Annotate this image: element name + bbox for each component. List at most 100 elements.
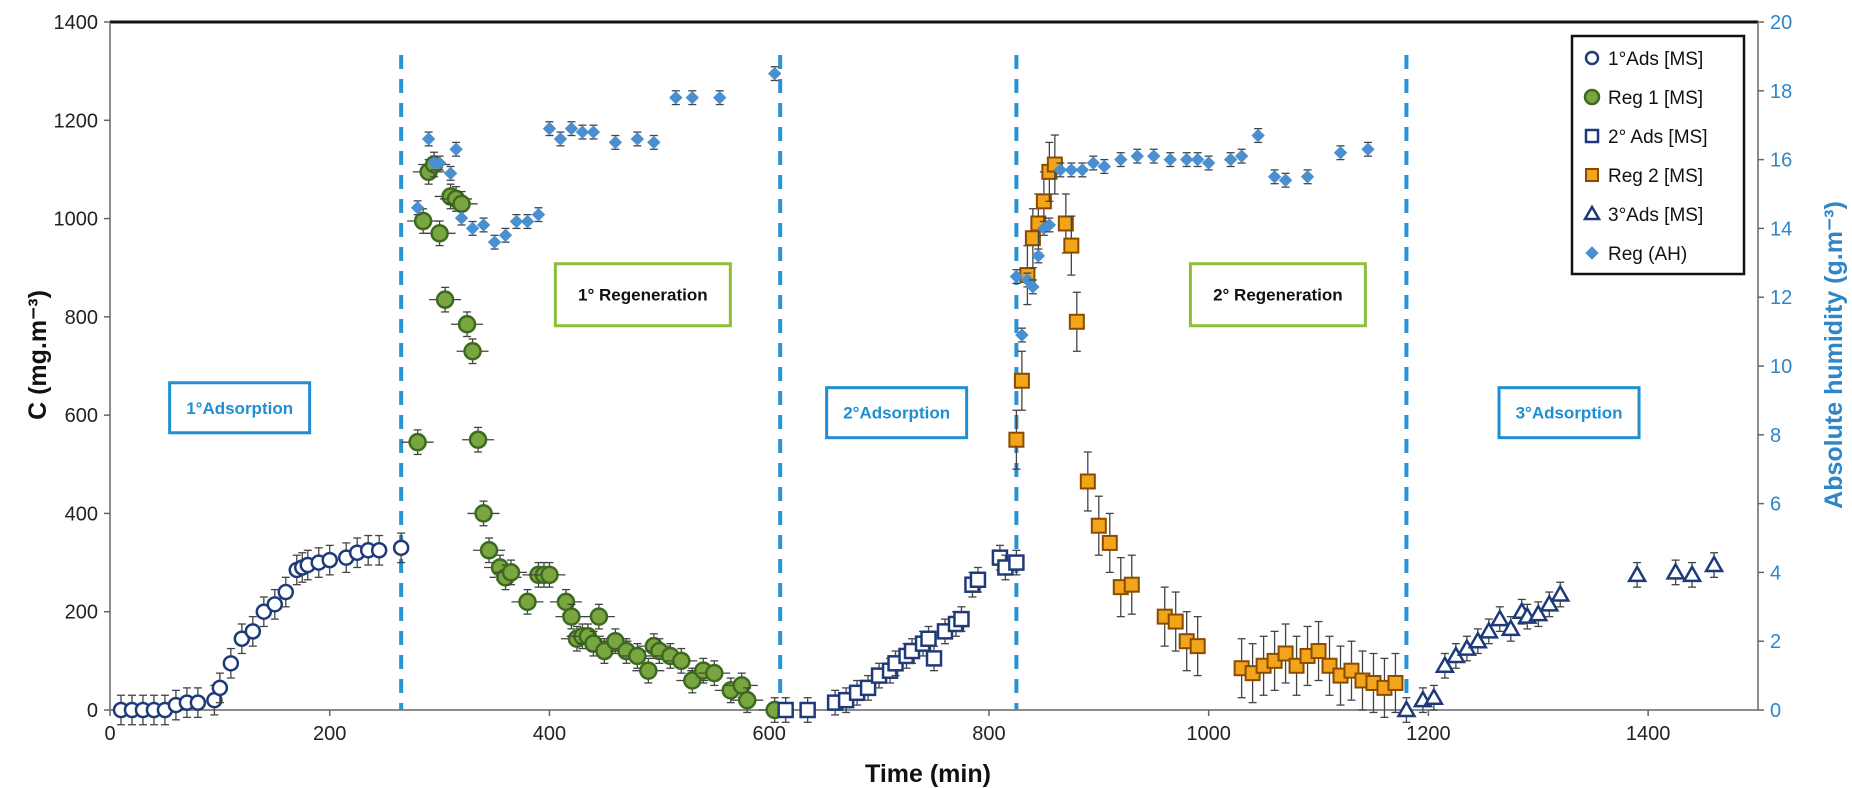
- phase-label-box: [553, 262, 732, 328]
- x-tick-label: 200: [313, 723, 346, 745]
- data-point: [520, 214, 535, 229]
- data-point: [540, 565, 559, 585]
- data-point: [518, 592, 537, 612]
- data-point: [1008, 431, 1025, 448]
- x-tick-label: 800: [972, 723, 1005, 745]
- x-tick-label: 1200: [1406, 723, 1451, 745]
- x-tick-label: 0: [104, 723, 115, 745]
- data-point: [463, 342, 482, 361]
- y-tick-label: 200: [65, 602, 98, 624]
- y2-tick-label: 2: [1770, 631, 1781, 653]
- data-point: [449, 142, 463, 156]
- y-tick-label: 1000: [54, 209, 99, 231]
- data-point: [1026, 280, 1040, 294]
- data-point: [562, 607, 581, 626]
- phase-label-text: 3°Adsorption: [1516, 404, 1623, 423]
- data-point: [1423, 687, 1445, 705]
- data-point: [1310, 643, 1327, 660]
- data-point: [435, 290, 455, 309]
- data-point: [321, 551, 338, 569]
- data-point: [1234, 149, 1249, 163]
- data-point: [1396, 699, 1417, 718]
- data-point: [1703, 554, 1725, 573]
- data-point: [575, 125, 590, 139]
- data-point: [705, 663, 724, 683]
- data-point: [1681, 564, 1703, 583]
- data-point: [233, 630, 251, 647]
- data-point: [255, 603, 273, 620]
- data-point: [1090, 517, 1107, 534]
- y2-tick-label: 8: [1770, 425, 1781, 447]
- y2-tick-label: 12: [1770, 287, 1792, 309]
- data-point: [799, 701, 816, 719]
- data-point: [189, 694, 207, 711]
- data-point: [1251, 128, 1265, 143]
- data-point: [1008, 554, 1025, 571]
- data-point: [1101, 534, 1118, 551]
- data-point: [1147, 149, 1161, 163]
- data-point: [1086, 156, 1101, 170]
- phase-label-text: 1°Adsorption: [186, 399, 293, 418]
- data-point: [476, 218, 491, 232]
- data-point: [1068, 313, 1085, 330]
- data-point: [628, 646, 647, 666]
- data-point: [669, 90, 683, 105]
- legend-box: [1570, 34, 1746, 276]
- data-point: [925, 650, 943, 667]
- legend-entry-label: 3°Ads [MS]: [1608, 205, 1703, 226]
- data-point: [474, 504, 493, 523]
- legend-swatch: [1585, 168, 1599, 182]
- data-point: [1130, 149, 1144, 163]
- data-point: [457, 314, 477, 334]
- data-point: [1189, 638, 1206, 655]
- data-point: [1300, 170, 1315, 184]
- series-group: [410, 66, 1375, 343]
- data-point: [432, 156, 447, 170]
- phase-label-box: [1188, 262, 1367, 328]
- phase-boxes-layer: 1°Adsorption 1° Regeneration 2°Adsorption 2…: [168, 262, 1641, 440]
- data-point: [1009, 269, 1024, 284]
- data-point: [1057, 215, 1074, 232]
- y2-tick-label: 0: [1770, 700, 1781, 722]
- data-point: [564, 121, 579, 136]
- x-tick-label: 1000: [1186, 723, 1231, 745]
- data-point: [452, 194, 471, 214]
- legend-entry-label: Reg 2 [MS]: [1608, 166, 1703, 187]
- x-axis-title: Time (min): [865, 760, 991, 788]
- data-point: [392, 539, 410, 557]
- y2-tick-label: 16: [1770, 150, 1792, 172]
- data-point: [454, 211, 469, 225]
- data-point: [498, 228, 513, 242]
- data-point: [222, 655, 240, 672]
- data-point: [767, 66, 782, 81]
- legend-swatch: [1583, 88, 1601, 106]
- data-point: [713, 90, 727, 105]
- series-group: [777, 544, 1025, 723]
- data-point: [630, 132, 645, 146]
- data-point: [1015, 328, 1029, 342]
- y2-tick-label: 18: [1770, 81, 1792, 103]
- data-point: [1223, 152, 1238, 167]
- data-point: [1114, 152, 1128, 167]
- data-point: [408, 432, 427, 452]
- data-point: [1434, 655, 1456, 674]
- phase-label-text: 2°Adsorption: [843, 404, 950, 423]
- data-point: [1079, 473, 1096, 490]
- data-point: [1626, 564, 1648, 583]
- data-point: [277, 583, 295, 601]
- data-point: [1064, 163, 1079, 177]
- legend-swatch: [1584, 50, 1600, 66]
- data-point: [421, 132, 436, 146]
- data-point: [920, 630, 937, 647]
- legend: 1°Ads [MS] Reg 1 [MS] 2° Ads [MS] Reg 2 [MS…: [1570, 34, 1746, 276]
- data-point: [1063, 237, 1080, 254]
- series-group: [1396, 552, 1725, 723]
- data-point: [443, 166, 458, 181]
- y-axis-title: C (mg.m⁻³): [24, 290, 52, 420]
- data-point: [1278, 173, 1293, 187]
- data-point: [1528, 603, 1549, 622]
- legend-entry-label: 1°Ads [MS]: [1608, 49, 1703, 70]
- data-point: [1201, 156, 1216, 170]
- data-point: [1267, 170, 1282, 184]
- data-point: [542, 121, 557, 136]
